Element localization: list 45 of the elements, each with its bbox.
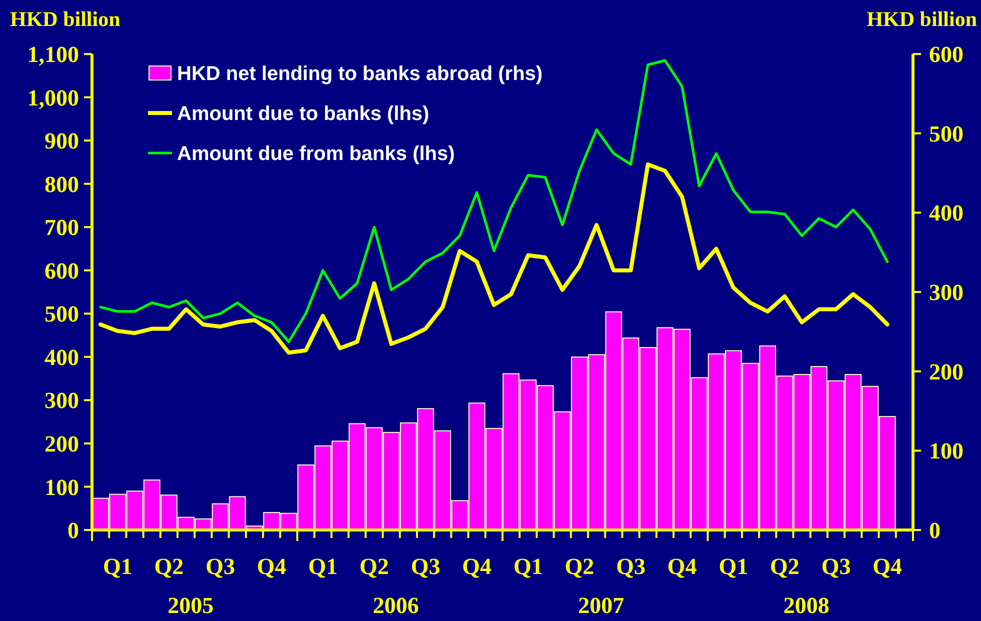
x-tick-label: Q1: [102, 554, 132, 579]
x-tick-label: Q4: [256, 554, 287, 579]
x-tick-label: Q4: [872, 554, 903, 579]
x-tick-label: Q2: [770, 554, 800, 579]
x-tick-label: Q4: [462, 554, 492, 579]
y-tick-label: 400: [44, 344, 79, 370]
y2-axis-title: HKD billion: [866, 7, 978, 31]
y-tick-label: 500: [44, 302, 79, 327]
x-tick-label: Q2: [360, 554, 389, 579]
y-tick-label: 1,100: [27, 42, 79, 68]
y-axis-title: HKD billion: [10, 7, 121, 31]
x-tick-label: Q3: [410, 554, 440, 579]
text: 2005: [168, 593, 214, 618]
y2-tick-label: 300: [929, 280, 964, 306]
text: 2008: [783, 593, 830, 618]
x-tick-label: Q2: [154, 554, 184, 579]
x-tick-label: Q1: [718, 554, 748, 579]
y2-tick-label: 600: [929, 42, 964, 68]
y-tick-label: 200: [44, 432, 79, 457]
y-tick-label: 0: [68, 518, 79, 544]
y-tick-label: 300: [44, 388, 79, 414]
x-tick-label: Q4: [667, 554, 698, 579]
y-tick-label: 700: [44, 215, 79, 240]
text: 2007: [578, 593, 624, 618]
y2-tick-label: 400: [929, 200, 964, 226]
y-tick-label: 600: [44, 258, 79, 284]
y-tick-label: 100: [44, 474, 79, 500]
legend-label: HKD net lending to banks abroad (rhs): [177, 63, 543, 86]
y-tick-label: 900: [44, 128, 79, 154]
y2-tick-label: 100: [929, 438, 964, 464]
y2-tick-label: 500: [929, 121, 964, 146]
legend-label: Amount due to banks (lhs): [177, 103, 430, 126]
text: 2006: [372, 593, 419, 618]
x-tick-label: Q3: [206, 554, 235, 579]
y2-tick-label: 200: [929, 359, 964, 384]
y-tick-label: 1,000: [27, 85, 79, 110]
x-tick-label: Q3: [616, 554, 646, 579]
y-tick-label: 800: [44, 172, 79, 197]
legend-label: Amount due from banks (lhs): [177, 143, 455, 166]
x-tick-label: Q1: [513, 554, 543, 579]
x-tick-label: Q3: [821, 554, 851, 579]
x-tick-label: Q1: [308, 554, 338, 579]
y2-tick-label: 0: [929, 518, 940, 544]
line-series: [99, 59, 889, 344]
x-tick-label: Q2: [564, 554, 594, 579]
